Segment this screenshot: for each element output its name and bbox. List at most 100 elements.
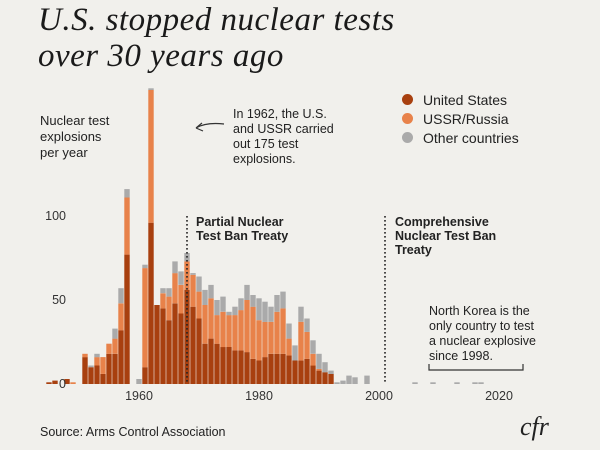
bar-other-1996 — [352, 377, 358, 384]
legend-item-ussr: USSR/Russia — [402, 109, 519, 128]
bar-us-1983 — [274, 353, 280, 384]
bar-other-1978 — [244, 284, 250, 300]
bar-other-1990 — [316, 353, 322, 369]
bar-ussr-1974 — [220, 311, 226, 348]
bar-other-1966 — [172, 261, 178, 274]
bar-us-1970 — [196, 318, 202, 384]
bar-other-1952 — [88, 365, 94, 368]
bar-other-1983 — [274, 295, 280, 312]
bar-us-1981 — [262, 357, 268, 384]
bar-other-1958 — [124, 189, 130, 198]
annotation-line: out 175 test — [233, 137, 299, 151]
annotation-1962: In 1962, the U.S. and USSR carried out 1… — [233, 107, 334, 167]
bar-us-1967 — [178, 313, 184, 384]
bar-other-1967 — [178, 271, 184, 285]
bar-us-1974 — [220, 347, 226, 384]
bar-other-2006 — [412, 382, 418, 384]
bar-ussr-1981 — [262, 321, 268, 358]
annotation-line: and USSR carried — [233, 122, 334, 136]
bar-ussr-1955 — [106, 343, 112, 354]
title-line-2: over 30 years ago — [38, 38, 284, 74]
bar-other-1975 — [226, 311, 232, 316]
legend-item-us: United States — [402, 90, 519, 109]
bar-ussr-1957 — [118, 303, 124, 331]
bar-other-1995 — [346, 375, 352, 384]
bar-other-1989 — [310, 340, 316, 354]
ctbt-label: Comprehensive Nuclear Test Ban Treaty — [395, 215, 496, 257]
bar-other-1974 — [220, 296, 226, 312]
bar-other-1993 — [334, 382, 340, 384]
bar-ussr-1964 — [160, 293, 166, 309]
north-korea-bracket — [428, 364, 524, 371]
y-axis-label-line: explosions — [40, 129, 102, 144]
bar-us-1988 — [304, 358, 310, 384]
bar-other-1972 — [208, 284, 214, 299]
bar-us-1987 — [298, 360, 304, 384]
bar-ussr-1973 — [214, 315, 220, 344]
ptbt-label-line: Partial Nuclear — [196, 215, 284, 229]
bar-other-1964 — [160, 288, 166, 294]
bar-ussr-1966 — [172, 273, 178, 304]
bar-ussr-1967 — [178, 284, 184, 314]
bar-ussr-1968 — [184, 261, 190, 290]
bar-other-1984 — [280, 291, 286, 309]
legend-label: United States — [423, 91, 508, 108]
ctbt-label-line: Treaty — [395, 243, 432, 257]
bar-other-2017 — [478, 382, 484, 384]
bar-ussr-1949 — [70, 382, 76, 384]
bar-other-1957 — [118, 288, 124, 304]
ctbt-label-line: Comprehensive — [395, 215, 489, 229]
bar-other-1991 — [322, 362, 328, 373]
bar-ussr-1982 — [268, 321, 274, 354]
bar-us-1962 — [148, 222, 154, 384]
bar-us-1971 — [202, 343, 208, 384]
x-tick-label: 2020 — [485, 389, 513, 403]
bar-us-1982 — [268, 353, 274, 384]
ctbt-label-line: Nuclear Test Ban — [395, 229, 497, 243]
annotation-arrow — [195, 122, 225, 132]
bar-ussr-1965 — [166, 296, 172, 321]
bar-other-1971 — [202, 289, 208, 305]
bar-ussr-1976 — [232, 315, 238, 351]
bar-other-2009 — [430, 382, 436, 384]
bar-us-1951 — [82, 357, 88, 384]
bar-ussr-1969 — [190, 274, 196, 307]
bar-ussr-1987 — [298, 321, 304, 361]
bar-ussr-1989 — [310, 353, 316, 366]
bar-us-1973 — [214, 343, 220, 384]
x-tick-label: 2000 — [365, 389, 393, 403]
bar-us-1969 — [190, 306, 196, 384]
legend-swatch-other — [402, 132, 413, 143]
bar-ussr-1958 — [124, 197, 130, 255]
bar-ussr-1961 — [142, 268, 148, 368]
ticks-group: 0 50 100 1960 1980 2000 2020 — [45, 209, 513, 403]
bar-ussr-1978 — [244, 300, 250, 353]
source-note: Source: Arms Control Association — [40, 425, 226, 439]
bar-us-1985 — [286, 355, 292, 384]
bar-ussr-1988 — [304, 331, 310, 359]
bar-us-1986 — [292, 360, 298, 384]
bar-other-1979 — [250, 295, 256, 307]
bar-ussr-1956 — [112, 338, 118, 354]
bar-ussr-1972 — [208, 298, 214, 339]
bar-us-1978 — [244, 352, 250, 384]
bar-us-1979 — [250, 358, 256, 384]
legend-swatch-ussr — [402, 113, 413, 124]
bar-us-1977 — [238, 350, 244, 384]
annotation-line: explosions. — [233, 152, 296, 166]
bar-ussr-1954 — [100, 357, 106, 374]
bar-us-1975 — [226, 347, 232, 384]
bar-us-1948 — [64, 379, 70, 384]
legend-swatch-us — [402, 94, 413, 105]
bar-us-1989 — [310, 365, 316, 384]
bar-ussr-1962 — [148, 90, 154, 223]
y-axis-label-line: Nuclear test — [40, 113, 110, 128]
legend-label: Other countries — [423, 129, 519, 146]
nk-note-line: only country to test — [429, 319, 534, 333]
bar-ussr-1980 — [256, 320, 262, 361]
title-line-1: U.S. stopped nuclear tests — [38, 2, 395, 38]
bar-other-1988 — [304, 318, 310, 332]
bar-us-1954 — [100, 373, 106, 384]
nk-note-line: since 1998. — [429, 349, 493, 363]
